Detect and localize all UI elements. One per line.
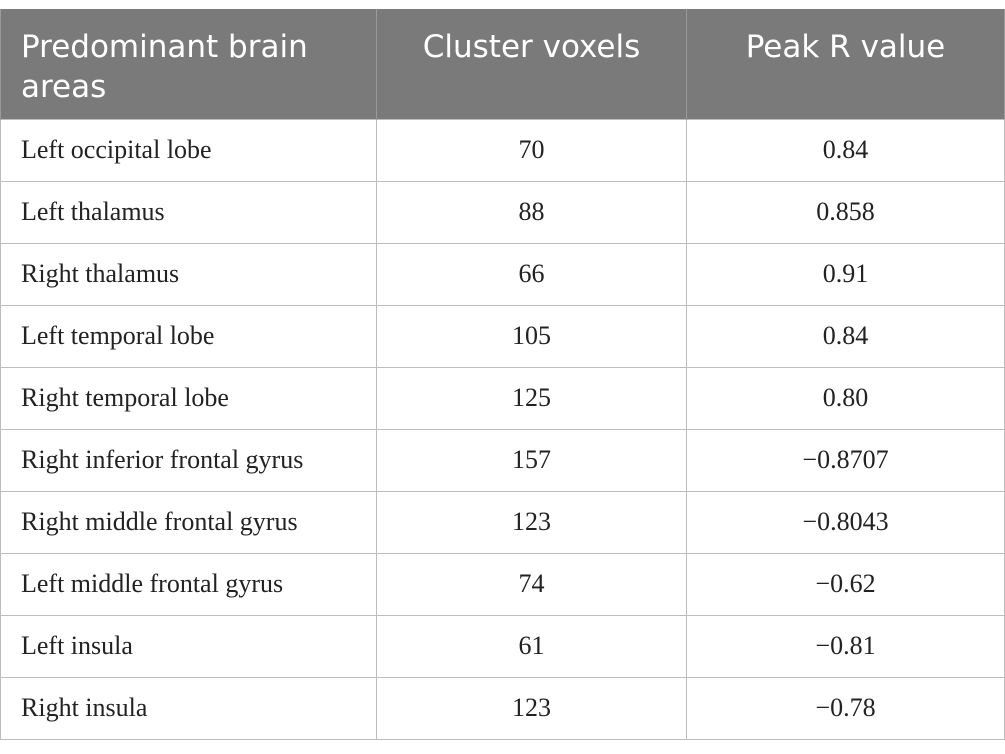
cell-peak-r: −0.81: [686, 614, 1005, 678]
cell-brain-area: Right middle frontal gyrus: [0, 490, 377, 554]
header-peak-r-value: Peak R value: [686, 9, 1005, 119]
cell-peak-r: −0.8707: [686, 428, 1005, 492]
cell-brain-area: Right temporal lobe: [0, 366, 377, 430]
cell-peak-r: −0.62: [686, 552, 1005, 616]
header-cluster-voxels: Cluster voxels: [376, 9, 687, 119]
cell-cluster-voxels: 61: [376, 614, 687, 678]
cell-brain-area: Left thalamus: [0, 180, 377, 244]
cell-peak-r: 0.80: [686, 366, 1005, 430]
cell-cluster-voxels: 125: [376, 366, 687, 430]
cell-peak-r: 0.84: [686, 304, 1005, 368]
header-brain-areas: Predominant brain areas: [0, 9, 377, 119]
table-row: Right middle frontal gyrus 123 −0.8043: [0, 490, 1005, 554]
cell-cluster-voxels: 66: [376, 242, 687, 306]
cell-peak-r: 0.84: [686, 118, 1005, 182]
cell-cluster-voxels: 157: [376, 428, 687, 492]
table-row: Left insula 61 −0.81: [0, 614, 1005, 678]
cell-brain-area: Left occipital lobe: [0, 118, 377, 182]
cell-brain-area: Right thalamus: [0, 242, 377, 306]
cell-cluster-voxels: 88: [376, 180, 687, 244]
header-row: Predominant brain areas Cluster voxels P…: [0, 9, 1005, 119]
cell-cluster-voxels: 123: [376, 490, 687, 554]
cell-brain-area: Right inferior frontal gyrus: [0, 428, 377, 492]
cell-peak-r: 0.858: [686, 180, 1005, 244]
cell-peak-r: −0.78: [686, 676, 1005, 740]
table-row: Left thalamus 88 0.858: [0, 180, 1005, 244]
table-row: Right temporal lobe 125 0.80: [0, 366, 1005, 430]
cell-cluster-voxels: 105: [376, 304, 687, 368]
table-row: Left temporal lobe 105 0.84: [0, 304, 1005, 368]
cell-cluster-voxels: 70: [376, 118, 687, 182]
table-row: Right insula 123 −0.78: [0, 676, 1005, 740]
cell-brain-area: Left middle frontal gyrus: [0, 552, 377, 616]
cell-peak-r: 0.91: [686, 242, 1005, 306]
cell-brain-area: Right insula: [0, 676, 377, 740]
table-body: Left occipital lobe 70 0.84 Left thalamu…: [0, 118, 1005, 740]
brain-areas-table: Predominant brain areas Cluster voxels P…: [0, 9, 1005, 740]
table-row: Right thalamus 66 0.91: [0, 242, 1005, 306]
table-row: Right inferior frontal gyrus 157 −0.8707: [0, 428, 1005, 492]
cell-cluster-voxels: 74: [376, 552, 687, 616]
cell-cluster-voxels: 123: [376, 676, 687, 740]
cell-brain-area: Left insula: [0, 614, 377, 678]
table-row: Left occipital lobe 70 0.84: [0, 118, 1005, 182]
table-row: Left middle frontal gyrus 74 −0.62: [0, 552, 1005, 616]
table-header: Predominant brain areas Cluster voxels P…: [0, 9, 1005, 119]
cell-brain-area: Left temporal lobe: [0, 304, 377, 368]
cell-peak-r: −0.8043: [686, 490, 1005, 554]
